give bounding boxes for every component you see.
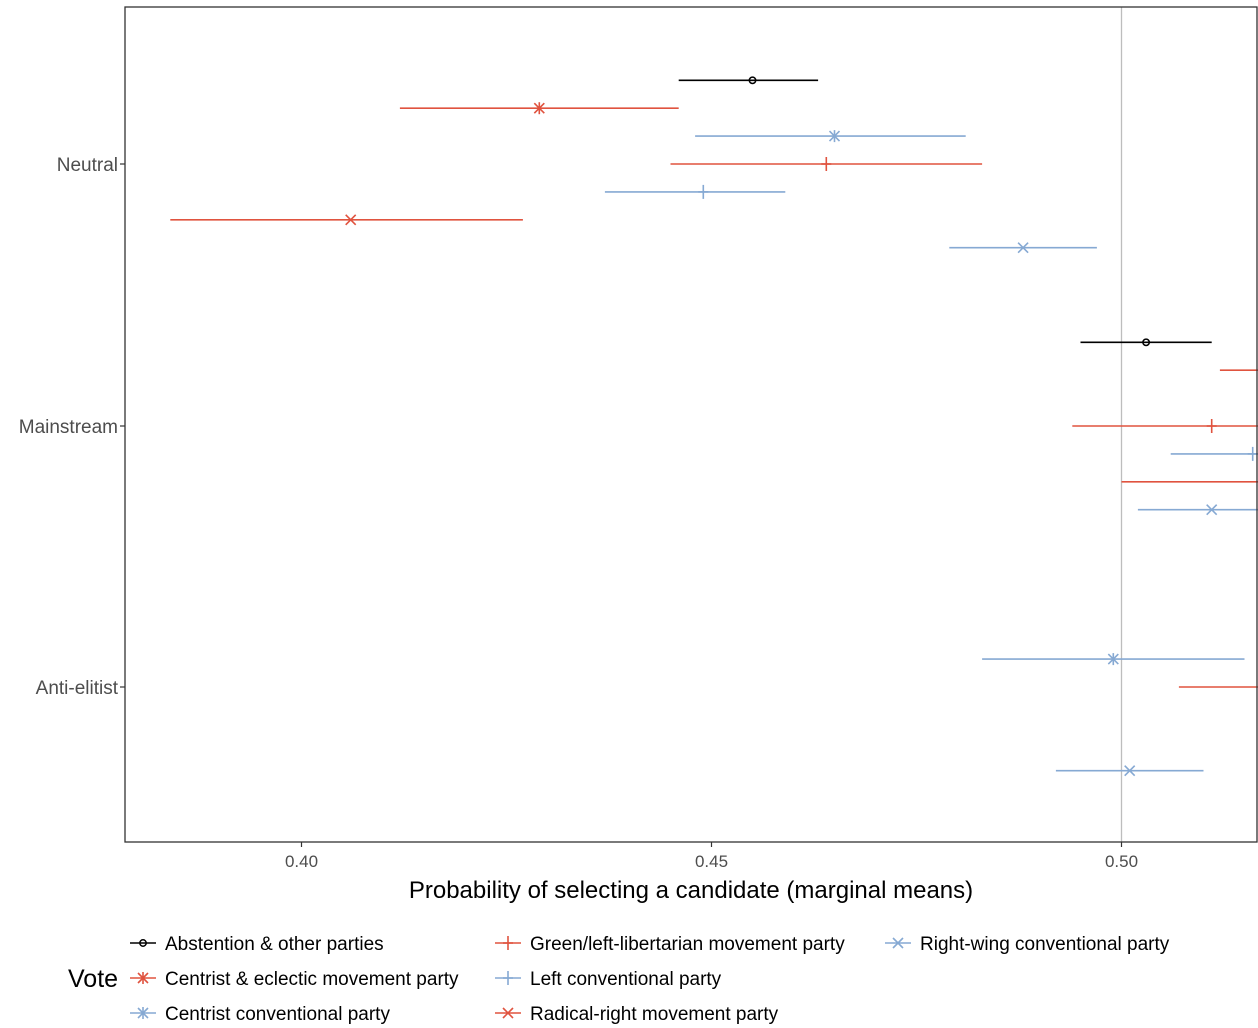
series-centrist-eclectic-movement-party (399, 102, 1258, 372)
legend-key-marker (137, 972, 149, 984)
series-right-wing-conventional-party (949, 242, 1258, 777)
legend-label: Left conventional party (530, 969, 722, 990)
x-tick-label: 0.40 (285, 852, 318, 871)
point-marker (748, 76, 757, 85)
series-centrist-conventional-party (695, 130, 1245, 666)
series-green-left-libertarian-movement-party (670, 157, 1258, 688)
legend-item: Left conventional party (495, 969, 722, 990)
marker-stroke (502, 1007, 514, 1019)
legend-key-marker (503, 971, 513, 985)
legend-label: Abstention & other parties (165, 934, 384, 955)
legend-label: Right-wing conventional party (920, 934, 1170, 955)
legend-item: Centrist conventional party (130, 1004, 390, 1025)
marker-stroke (1206, 504, 1218, 516)
legend: Vote Abstention & other parties Centrist … (68, 934, 1170, 1025)
legend-item: Right-wing conventional party (885, 934, 1170, 955)
legend-key-marker (503, 936, 513, 950)
point-marker (1142, 338, 1151, 347)
legend-key-marker (139, 939, 147, 947)
series-left-conventional-party (604, 184, 1258, 461)
point-marker (533, 102, 545, 115)
plot-panel-border (124, 6, 1258, 843)
marker-stroke (1124, 765, 1136, 777)
marker-circle (139, 939, 147, 947)
y-tick-label: Anti-elitist (36, 678, 119, 699)
legend-key-marker (502, 1007, 514, 1019)
legend-label: Radical-right movement party (530, 1004, 779, 1025)
series-radical-right-movement-party (170, 214, 1258, 483)
legend-item: Abstention & other parties (130, 934, 384, 955)
point-marker (698, 184, 709, 199)
legend-label: Green/left-libertarian movement party (530, 934, 845, 955)
series-abstention-other-parties (678, 76, 1212, 347)
y-tick-label: Neutral (57, 155, 118, 176)
marker-stroke (345, 214, 357, 226)
legend-item: Radical-right movement party (495, 1004, 779, 1025)
legend-label: Centrist & eclectic movement party (165, 969, 459, 990)
legend-item: Centrist & eclectic movement party (130, 969, 459, 990)
marker-stroke (892, 937, 904, 949)
point-marker (821, 157, 832, 171)
point-marker (345, 214, 357, 226)
legend-item: Green/left-libertarian movement party (495, 934, 845, 955)
point-marker (1107, 653, 1119, 666)
point-marker (828, 130, 841, 143)
x-tick-label: 0.45 (695, 852, 728, 871)
x-axis-title: Probability of selecting a candidate (ma… (409, 877, 973, 904)
point-marker (1247, 446, 1258, 461)
legend-key-marker (892, 937, 904, 949)
plot-area (170, 7, 1258, 842)
point-marker (1124, 765, 1136, 777)
y-tick-label: Mainstream (19, 417, 118, 438)
marker-circle (748, 76, 757, 85)
point-marker (1206, 504, 1218, 516)
legend-key-marker (137, 1007, 149, 1019)
marker-stroke (1017, 242, 1029, 254)
point-marker (1017, 242, 1029, 254)
legend-label: Centrist conventional party (165, 1004, 390, 1025)
x-tick-label: 0.50 (1105, 852, 1138, 871)
marker-circle (1142, 338, 1151, 347)
axes: Neutral Mainstream Anti-elitist 0.40 0.45 0.5… (19, 6, 1258, 871)
point-marker (1206, 419, 1217, 433)
legend-title: Vote (68, 965, 118, 993)
